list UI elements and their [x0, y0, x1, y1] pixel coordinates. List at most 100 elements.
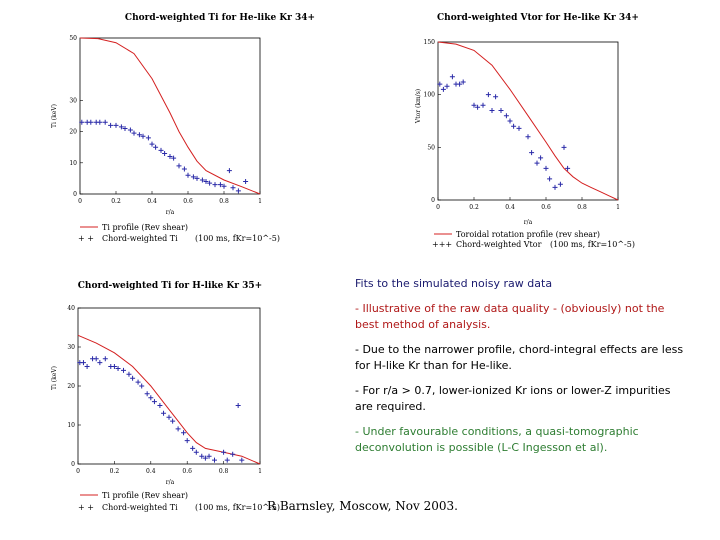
data-marker [207, 180, 213, 186]
data-marker [226, 168, 232, 174]
chart-title: Chord-weighted Vtor for He-like Kr 34+ [437, 13, 639, 23]
data-marker [457, 81, 463, 87]
data-marker [212, 457, 217, 463]
data-marker [167, 154, 173, 160]
x-tick-label: 0.6 [182, 468, 192, 475]
model-profile-line [77, 334, 261, 465]
x-tick-label: 0.8 [219, 468, 229, 475]
y-tick-label: 150 [424, 39, 436, 46]
x-axis-label: r/a [166, 479, 175, 486]
data-marker [126, 371, 132, 377]
chart-vtor-he-like: Chord-weighted Vtor for He-like Kr 34+ V… [415, 13, 639, 249]
data-marker [145, 135, 151, 141]
data-marker [561, 144, 567, 150]
note-raw-data-quality: - Illustrative of the raw data quality -… [355, 302, 665, 331]
data-marker [102, 356, 108, 362]
chart-title: Chord-weighted Ti for He-like Kr 34+ [125, 13, 315, 23]
data-marker [115, 365, 121, 371]
y-tick-label: 30 [69, 97, 77, 104]
x-tick-label: 0.8 [219, 198, 229, 205]
legend-note: (100 ms, fKr=10^-5) [550, 240, 635, 249]
legend-line-label: Ti profile (Rev shear) [102, 491, 188, 500]
data-marker [525, 134, 531, 140]
note-tomographic: - Under favourable conditions, a quasi-t… [355, 425, 639, 454]
note-lower-ionized: - For r/a > 0.7, lower-ionized Kr ions o… [355, 384, 671, 413]
data-marker [190, 445, 196, 451]
data-marker [131, 130, 137, 136]
y-tick-label: 10 [67, 422, 75, 429]
data-marker [111, 364, 117, 369]
y-tick-label: 100 [424, 92, 436, 99]
data-marker [149, 141, 155, 147]
data-marker [516, 125, 522, 131]
x-axis-label: r/a [524, 219, 533, 226]
data-marker [489, 107, 495, 113]
y-tick-label: 50 [69, 35, 77, 42]
data-marker [130, 375, 136, 381]
data-marker [113, 122, 119, 128]
data-marker [144, 391, 150, 397]
plot-area: 0 0.2 0.4 0.6 0.8 1 0 50 100 150 [424, 39, 620, 211]
legend-note: (100 ms, fKr=10^-5) [195, 503, 280, 512]
x-tick-label: 0.6 [183, 198, 193, 205]
data-marker [511, 123, 517, 129]
data-marker [97, 119, 103, 125]
data-marker [139, 383, 145, 389]
data-marker [212, 182, 218, 188]
data-marker [153, 144, 159, 150]
x-tick-label: 0 [78, 198, 82, 205]
data-marker [230, 185, 236, 191]
data-marker [235, 403, 241, 408]
data-marker [80, 360, 86, 366]
data-marker [239, 457, 245, 463]
data-marker [480, 102, 486, 108]
x-tick-label: 0.4 [146, 468, 156, 475]
y-axis-label: Ti (keV) [51, 366, 58, 390]
data-marker [184, 438, 190, 444]
data-marker [148, 395, 154, 401]
y-tick-label: 20 [67, 383, 75, 390]
model-profile-line [437, 41, 619, 201]
data-marker [230, 451, 236, 457]
data-marker [176, 163, 182, 169]
y-axis-label: Vtor (km/s) [415, 89, 422, 124]
legend-marker-swatch: + + [78, 234, 94, 243]
model-profile-line [79, 37, 261, 195]
data-marker [440, 86, 446, 92]
note-chord-integral: - Due to the narrower profile, chord-int… [355, 343, 684, 372]
legend: Toroidal rotation profile (rev shear) ++… [432, 230, 635, 249]
data-marker [449, 74, 455, 80]
y-tick-label: 0 [71, 461, 75, 468]
legend-line-label: Toroidal rotation profile (rev shear) [456, 230, 600, 239]
data-marker [88, 119, 94, 125]
data-marker [171, 155, 177, 161]
y-tick-label: 50 [427, 144, 435, 151]
data-marker [534, 160, 540, 166]
data-marker [84, 364, 90, 369]
notes-text-block: Fits to the simulated noisy raw data - I… [355, 276, 690, 465]
legend-marker-swatch: + + [78, 503, 94, 512]
chart-ti-he-like: Chord-weighted Ti for He-like Kr 34+ Ti … [51, 13, 315, 243]
data-marker [108, 122, 114, 128]
legend: Ti profile (Rev shear) + + Chord-weighte… [78, 491, 280, 512]
legend-marker-label: Chord-weighted Ti [102, 503, 178, 512]
legend-marker-label: Chord-weighted Vtor [456, 240, 542, 249]
x-tick-label: 1 [616, 204, 620, 211]
legend: Ti profile (Rev shear) + + Chord-weighte… [78, 223, 280, 243]
data-marker [121, 367, 126, 373]
data-marker [162, 150, 168, 156]
data-marker [193, 449, 199, 455]
data-marker [135, 379, 141, 385]
data-marker [170, 418, 176, 424]
y-axis-label: Ti (keV) [51, 104, 58, 128]
y-tick-label: 0 [73, 191, 77, 198]
legend-marker-swatch: +++ [432, 240, 452, 249]
x-tick-label: 1 [258, 468, 262, 475]
data-marker [437, 81, 443, 87]
legend-marker-label: Chord-weighted Ti [102, 234, 178, 243]
x-tick-label: 0 [76, 468, 80, 475]
data-marker [181, 166, 187, 172]
x-tick-label: 1 [258, 198, 262, 205]
data-marker [190, 174, 196, 180]
